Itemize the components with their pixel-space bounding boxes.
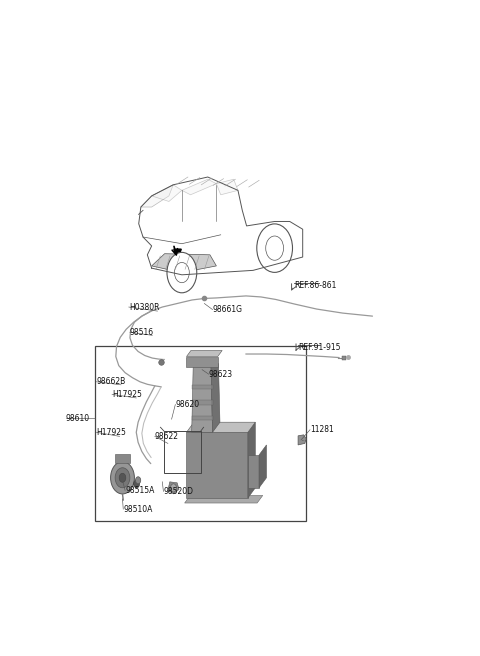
Polygon shape [211, 363, 220, 432]
Text: 98622: 98622 [155, 432, 179, 441]
Text: H0380R: H0380R [129, 302, 159, 312]
Polygon shape [174, 249, 181, 259]
Circle shape [119, 473, 126, 482]
Polygon shape [152, 254, 216, 273]
Polygon shape [192, 416, 213, 420]
Polygon shape [186, 422, 255, 432]
Polygon shape [192, 367, 213, 432]
Circle shape [167, 253, 197, 293]
Text: 98661G: 98661G [213, 305, 242, 314]
Polygon shape [141, 185, 173, 207]
Text: 98623: 98623 [209, 370, 233, 379]
Circle shape [135, 477, 141, 484]
Text: H17925: H17925 [96, 428, 126, 437]
Circle shape [115, 468, 130, 488]
Polygon shape [182, 179, 216, 195]
Polygon shape [192, 385, 213, 390]
Text: 98610: 98610 [66, 414, 90, 422]
Text: 98516: 98516 [130, 328, 154, 337]
Text: REF.86-861: REF.86-861 [294, 281, 337, 291]
Circle shape [110, 462, 134, 494]
Text: 98520D: 98520D [163, 487, 193, 496]
Text: 98662B: 98662B [96, 377, 126, 386]
Polygon shape [216, 179, 238, 195]
Polygon shape [248, 455, 259, 488]
Polygon shape [186, 350, 222, 356]
Polygon shape [192, 400, 213, 405]
Text: 98510A: 98510A [123, 504, 153, 514]
Circle shape [257, 224, 292, 272]
Text: 98620: 98620 [175, 400, 200, 409]
Polygon shape [248, 422, 255, 498]
Text: REF.91-915: REF.91-915 [298, 343, 341, 352]
Text: 11281: 11281 [310, 425, 334, 434]
Polygon shape [168, 482, 179, 494]
Text: H17925: H17925 [112, 390, 142, 399]
Bar [164, 431, 201, 473]
Bar [96, 346, 305, 521]
Text: 98515A: 98515A [125, 486, 155, 495]
Polygon shape [298, 435, 306, 445]
Polygon shape [186, 432, 248, 498]
Circle shape [170, 484, 177, 492]
Circle shape [133, 480, 140, 488]
Polygon shape [186, 356, 218, 367]
Polygon shape [185, 495, 263, 503]
Bar [115, 453, 130, 462]
Polygon shape [152, 185, 182, 201]
Polygon shape [259, 445, 266, 488]
